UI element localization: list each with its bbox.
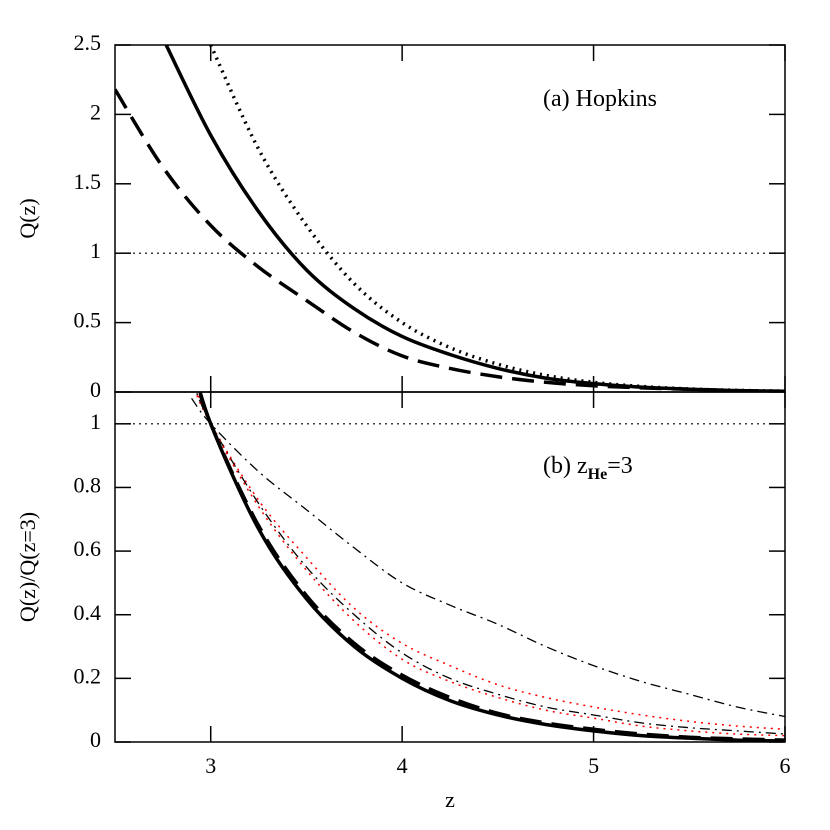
- curve: [194, 392, 785, 731]
- y-tick-label: 0.5: [74, 308, 102, 333]
- x-tick-label: 4: [397, 753, 408, 778]
- curve: [197, 392, 785, 742]
- curve: [195, 392, 785, 735]
- y-axis-label: Q(z)/Q(z=3): [15, 512, 40, 622]
- x-tick-label: 5: [588, 753, 599, 778]
- curve: [191, 397, 785, 718]
- curve: [198, 392, 785, 742]
- frame: [114, 391, 786, 743]
- curve: [115, 88, 785, 392]
- y-tick-label: 1: [90, 409, 101, 434]
- y-tick-label: 2.5: [74, 30, 102, 55]
- x-axis-label: z: [445, 787, 455, 812]
- y-tick-label: 0.4: [74, 600, 102, 625]
- annotation: (b) zHe=3: [543, 453, 633, 484]
- frame: [114, 44, 786, 393]
- annotation-part: He: [588, 466, 608, 483]
- annotation: (a) Hopkins: [543, 86, 657, 112]
- annotation-part: (b) z: [543, 453, 588, 479]
- annotation-part: =3: [607, 453, 633, 479]
- y-tick-label: 0.8: [74, 473, 102, 498]
- curve: [164, 45, 785, 392]
- x-tick-label: 6: [780, 753, 791, 778]
- y-tick-label: 0: [90, 377, 101, 402]
- y-tick-label: 0.6: [74, 536, 102, 561]
- curve: [209, 45, 785, 392]
- curve: [196, 392, 785, 737]
- annotation-part: (a) Hopkins: [543, 86, 657, 112]
- y-tick-label: 2: [90, 99, 101, 124]
- y-tick-label: 0: [90, 727, 101, 752]
- y-tick-label: 1.5: [74, 169, 102, 194]
- x-tick-label: 3: [205, 753, 216, 778]
- y-tick-label: 1: [90, 238, 101, 263]
- plot-area: [115, 45, 785, 392]
- y-tick-label: 0.2: [74, 663, 102, 688]
- y-axis-label: Q(z): [15, 198, 40, 238]
- plot-area: [115, 392, 785, 742]
